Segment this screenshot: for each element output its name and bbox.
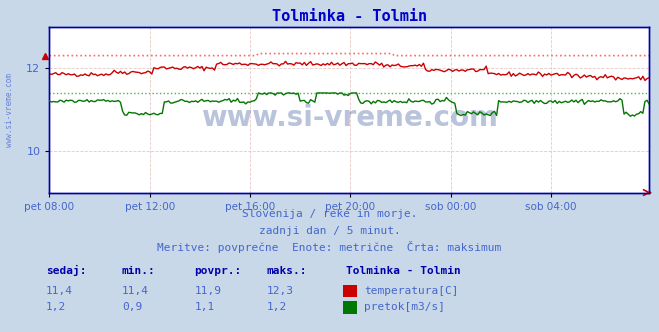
Text: min.:: min.: [122, 266, 156, 276]
Text: maks.:: maks.: [267, 266, 307, 276]
Text: Meritve: povprečne  Enote: metrične  Črta: maksimum: Meritve: povprečne Enote: metrične Črta:… [158, 241, 501, 253]
Text: 11,9: 11,9 [194, 286, 221, 296]
Text: pretok[m3/s]: pretok[m3/s] [364, 302, 445, 312]
Text: temperatura[C]: temperatura[C] [364, 286, 458, 296]
Text: 11,4: 11,4 [122, 286, 149, 296]
Text: www.si-vreme.com: www.si-vreme.com [201, 104, 498, 132]
Text: 1,2: 1,2 [267, 302, 287, 312]
Title: Tolminka - Tolmin: Tolminka - Tolmin [272, 9, 427, 24]
Text: 1,2: 1,2 [46, 302, 67, 312]
Text: Tolminka - Tolmin: Tolminka - Tolmin [346, 266, 461, 276]
Text: 12,3: 12,3 [267, 286, 294, 296]
Text: 1,1: 1,1 [194, 302, 215, 312]
Text: povpr.:: povpr.: [194, 266, 242, 276]
Text: 11,4: 11,4 [46, 286, 73, 296]
Text: www.si-vreme.com: www.si-vreme.com [5, 73, 14, 146]
Text: sedaj:: sedaj: [46, 265, 86, 276]
Text: zadnji dan / 5 minut.: zadnji dan / 5 minut. [258, 226, 401, 236]
Text: Slovenija / reke in morje.: Slovenija / reke in morje. [242, 209, 417, 219]
Text: 0,9: 0,9 [122, 302, 142, 312]
